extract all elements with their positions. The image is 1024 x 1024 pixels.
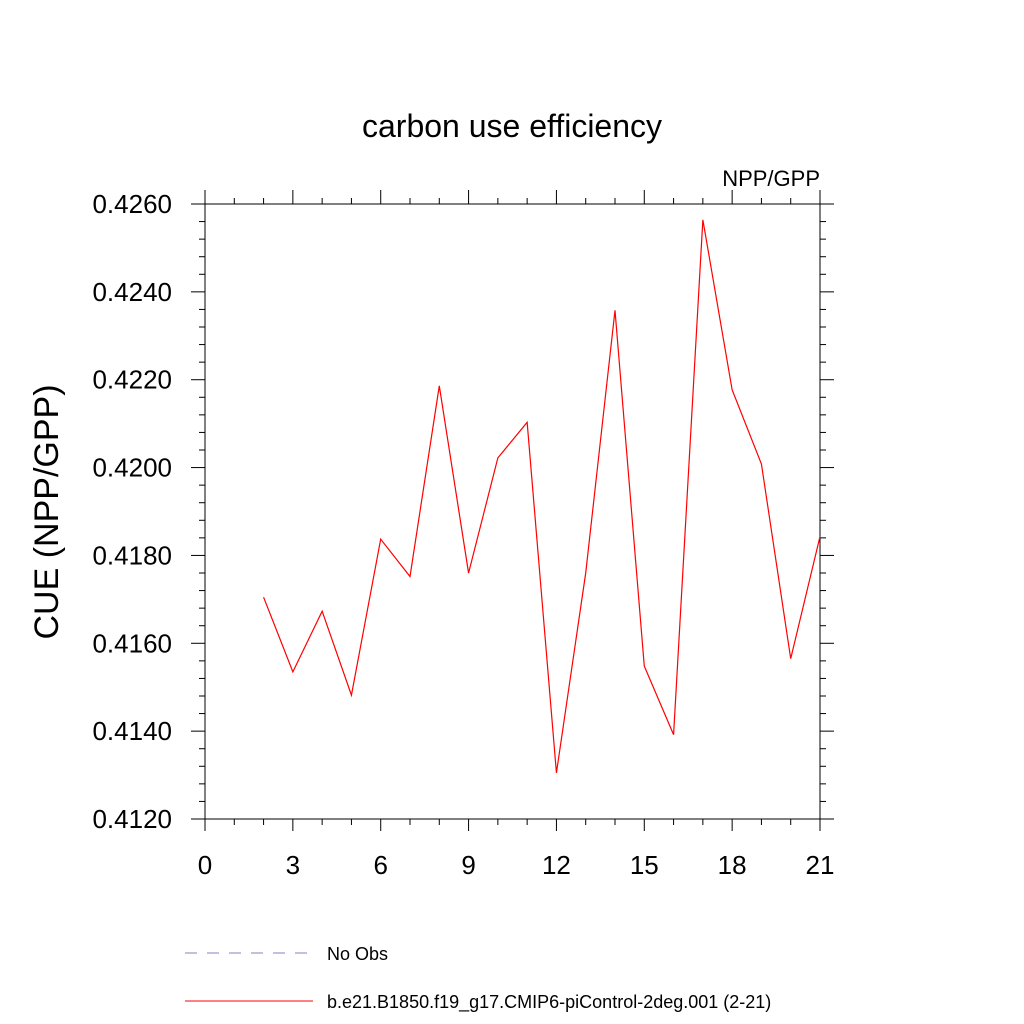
y-axis-label: CUE (NPP/GPP)	[28, 384, 66, 639]
x-tick-label: 15	[630, 850, 659, 880]
y-tick-label: 0.4180	[92, 540, 172, 570]
tick-labels: 0 3 6 9 12 15 18 21 0.4120 0.4140 0.4160 0.4180 0.42…	[92, 189, 834, 880]
x-tick-label: 6	[373, 850, 387, 880]
series-line-1	[263, 219, 821, 773]
x-tick-label: 0	[198, 850, 212, 880]
series-layer	[263, 219, 821, 773]
x-tick-label: 12	[542, 850, 571, 880]
axis-ticks	[191, 190, 834, 831]
x-tick-label: 9	[461, 850, 475, 880]
y-tick-label: 0.4140	[92, 716, 172, 746]
y-tick-label: 0.4260	[92, 189, 172, 219]
x-tick-label: 3	[286, 850, 300, 880]
x-tick-label: 21	[806, 850, 835, 880]
chart-subtitle: NPP/GPP	[722, 166, 820, 191]
legend-label-model-run: b.e21.B1850.f19_g17.CMIP6-piControl-2deg…	[327, 992, 771, 1013]
y-tick-label: 0.4220	[92, 365, 172, 395]
y-tick-label: 0.4120	[92, 804, 172, 834]
legend: No Obs b.e21.B1850.f19_g17.CMIP6-piContr…	[185, 944, 771, 1013]
plot-frame	[204, 203, 821, 820]
y-tick-label: 0.4240	[92, 277, 172, 307]
y-tick-label: 0.4200	[92, 453, 172, 483]
x-tick-label: 18	[718, 850, 747, 880]
y-tick-label: 0.4160	[92, 628, 172, 658]
chart-title: carbon use efficiency	[362, 108, 662, 144]
legend-label-no-obs: No Obs	[327, 944, 388, 964]
